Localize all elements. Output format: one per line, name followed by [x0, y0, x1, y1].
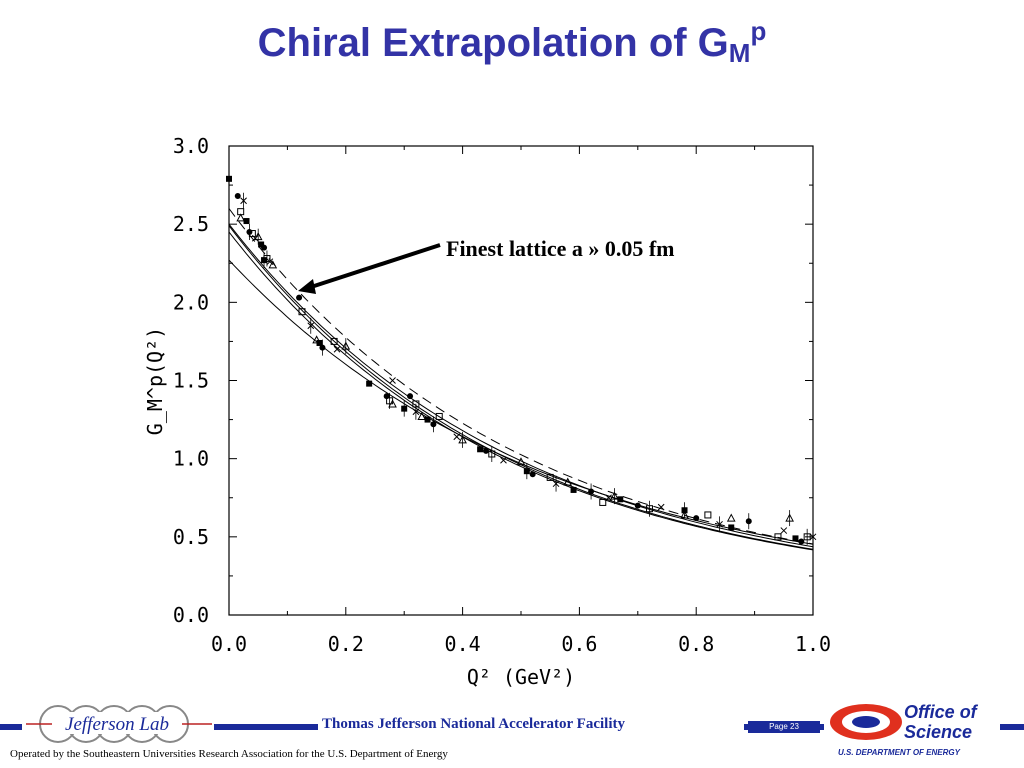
data-point — [693, 515, 700, 522]
x-tick-label: 0.8 — [678, 632, 714, 656]
data-point — [792, 535, 799, 542]
data-point — [333, 345, 341, 353]
data-point — [261, 244, 268, 251]
title-main: Chiral Extrapolation of G — [257, 21, 729, 65]
fit-curve — [228, 223, 814, 548]
data-point — [546, 473, 554, 481]
data-point — [529, 471, 536, 478]
data-point — [298, 308, 306, 316]
facility-name: Thomas Jefferson National Accelerator Fa… — [322, 716, 625, 732]
page-number: Page 23 — [748, 721, 820, 733]
fit-curve — [228, 225, 814, 550]
data-point — [728, 524, 735, 531]
operated-by: Operated by the Southeastern Universitie… — [10, 748, 448, 760]
data-point — [388, 399, 397, 408]
data-point — [453, 433, 461, 441]
jefferson-lab-logo: Jefferson Lab — [26, 705, 212, 743]
y-tick-label: 0.5 — [173, 525, 209, 549]
lab-logo-text: Jefferson Lab — [65, 714, 169, 735]
data-point — [424, 416, 431, 423]
fit-curve-dashed — [228, 208, 814, 545]
data-point — [407, 393, 414, 400]
data-point — [330, 337, 338, 345]
data-point — [599, 498, 607, 506]
data-point — [435, 412, 443, 420]
footer-band-mid — [214, 724, 318, 730]
data-point — [248, 230, 256, 238]
data-point — [243, 218, 250, 225]
data-point — [605, 494, 612, 502]
data-point — [477, 446, 484, 453]
data-point — [617, 496, 624, 503]
fit-curve — [228, 259, 814, 545]
chart: 0.0 0.2 0.4 0.6 0.8 1.0 0.0 0.5 1.0 1.5 2.0 2.5 3.0… — [143, 134, 831, 689]
data-point — [296, 294, 303, 301]
x-axis-label: Q² (GeV²) — [467, 665, 575, 689]
data-point — [780, 527, 788, 534]
y-tick-label: 0.0 — [173, 603, 209, 627]
x-axis: 0.0 0.2 0.4 0.6 0.8 1.0 — [211, 146, 831, 656]
title-sup: p — [750, 16, 767, 46]
doe-science-line: Science — [904, 722, 973, 742]
annotation-arrow-shaft — [307, 243, 441, 290]
doe-department: U.S. DEPARTMENT OF ENERGY — [838, 748, 960, 757]
data-point — [316, 339, 323, 346]
data-point — [417, 411, 427, 420]
doe-office-text: Office of Science — [904, 702, 977, 742]
data-point — [634, 502, 641, 509]
y-tick-label: 2.5 — [173, 212, 209, 236]
doe-logo — [830, 704, 902, 740]
data-point — [516, 457, 526, 466]
data-point — [268, 260, 278, 269]
y-tick-label: 1.0 — [173, 447, 209, 471]
data-point — [389, 377, 396, 384]
data-points — [226, 170, 817, 545]
footer-band-far — [1000, 724, 1024, 730]
data-point — [774, 533, 782, 541]
y-axis-label: G_M^p(Q²) — [143, 327, 167, 435]
x-tick-label: 0.4 — [445, 632, 481, 656]
data-point — [500, 456, 507, 464]
data-point — [726, 513, 736, 522]
y-tick-label: 3.0 — [173, 134, 209, 158]
x-tick-label: 0.0 — [211, 632, 247, 656]
data-point — [482, 447, 489, 454]
data-point — [234, 193, 241, 200]
x-tick-label: 0.6 — [561, 632, 597, 656]
y-tick-label: 2.0 — [173, 290, 209, 314]
data-point — [704, 511, 712, 519]
x-tick-label: 0.2 — [328, 632, 364, 656]
y-tick-label: 1.5 — [173, 369, 209, 393]
annotation-arrow-head — [298, 279, 316, 294]
annotation-text: Finest lattice a » 0.05 fm — [446, 236, 675, 261]
data-point — [570, 486, 577, 493]
data-point — [563, 477, 573, 486]
y-axis: 0.0 0.5 1.0 1.5 2.0 2.5 3.0 — [173, 134, 813, 627]
footer-band-left — [0, 724, 22, 730]
x-tick-label: 1.0 — [795, 632, 831, 656]
title-sub: M — [728, 38, 751, 68]
slide-title: Chiral Extrapolation of GMp — [0, 16, 1024, 69]
data-point — [236, 213, 246, 222]
fit-curve — [228, 231, 814, 551]
data-point — [657, 503, 665, 511]
plot-frame — [228, 145, 814, 616]
doe-office-line: Office of — [904, 702, 977, 722]
data-point — [366, 380, 373, 387]
data-point — [798, 538, 805, 545]
data-point — [258, 241, 265, 248]
